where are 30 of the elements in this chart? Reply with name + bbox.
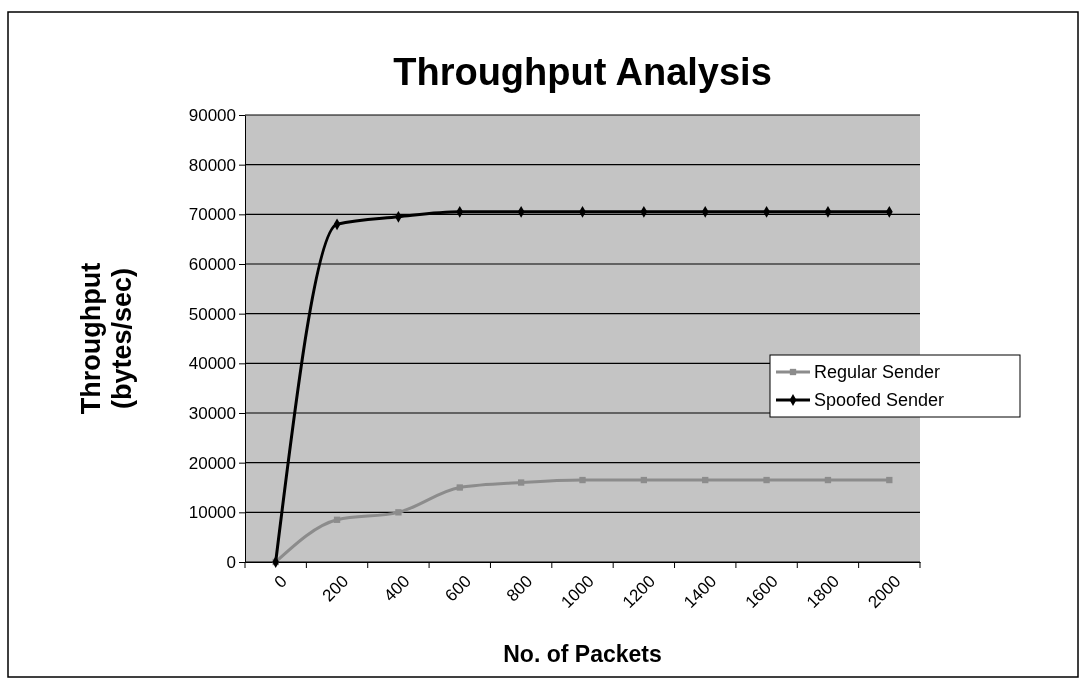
legend-label: Spoofed Sender <box>814 390 945 411</box>
point <box>640 476 648 484</box>
y-tick-label: 70000 <box>188 205 236 225</box>
y-tick-label: 20000 <box>188 453 236 473</box>
point <box>333 516 341 523</box>
x-axis-title: No. of Packets <box>503 641 662 667</box>
point <box>395 509 402 516</box>
y-tick-label: 90000 <box>188 105 236 125</box>
y-axis-title: Throughput (bytes/sec) <box>76 262 138 415</box>
x-tick-label: 800 <box>502 571 537 606</box>
point <box>456 484 463 491</box>
x-tick-label: 200 <box>318 571 353 606</box>
x-tick-label: 400 <box>380 571 414 606</box>
point <box>886 476 893 484</box>
point <box>579 476 586 484</box>
y-tick-label: 50000 <box>188 304 236 324</box>
point <box>763 476 770 484</box>
y-tick-label: 40000 <box>188 354 236 374</box>
y-tick-label: 10000 <box>188 503 236 523</box>
point <box>517 479 525 486</box>
point <box>824 476 832 484</box>
point <box>702 476 709 484</box>
y-tick-label: 0 <box>226 552 236 572</box>
y-tick-label: 60000 <box>188 254 236 274</box>
legend-label: Regular Sender <box>814 362 941 383</box>
y-tick-label: 80000 <box>188 155 236 175</box>
chart-title: Throughput Analysis <box>393 51 772 93</box>
x-tick-label: 0 <box>270 571 291 592</box>
x-tick-label: 600 <box>441 571 475 606</box>
y-tick-label: 30000 <box>188 403 236 423</box>
